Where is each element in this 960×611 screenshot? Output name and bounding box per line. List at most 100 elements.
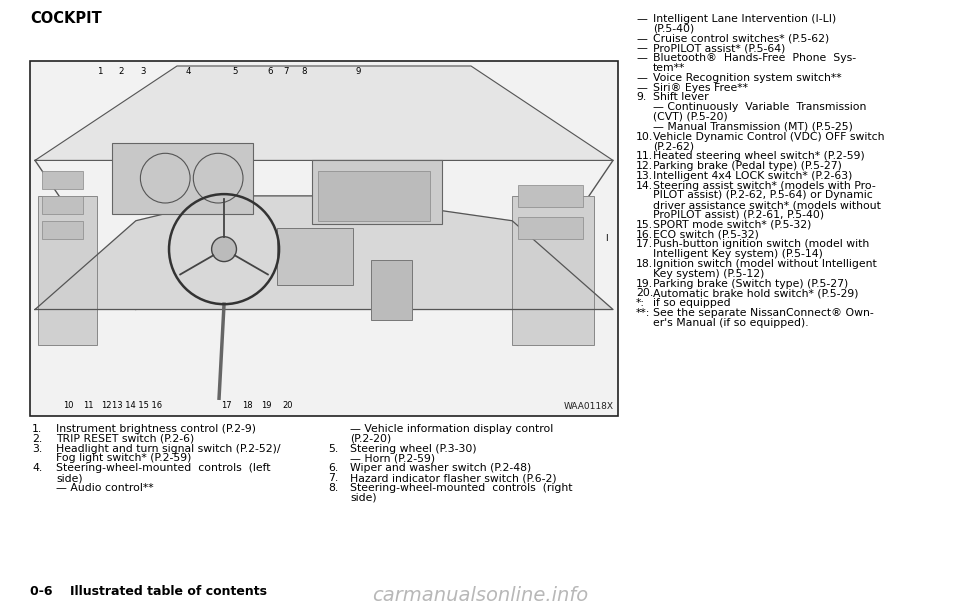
Bar <box>38 196 97 345</box>
Text: ECO switch (P.5-32): ECO switch (P.5-32) <box>653 230 758 240</box>
Text: side): side) <box>56 473 83 483</box>
Text: ProPILOT assist* (P.5-64): ProPILOT assist* (P.5-64) <box>653 43 785 53</box>
Text: TRIP RESET switch (P.2-6): TRIP RESET switch (P.2-6) <box>56 434 194 444</box>
Text: 17.: 17. <box>636 240 653 249</box>
Text: 10: 10 <box>62 400 73 409</box>
Text: 1: 1 <box>97 67 103 76</box>
Text: 2: 2 <box>118 67 124 76</box>
Text: Hazard indicator flasher switch (P.6-2): Hazard indicator flasher switch (P.6-2) <box>350 473 557 483</box>
Text: — Vehicle information display control: — Vehicle information display control <box>350 424 553 434</box>
Text: — Horn (P.2-59): — Horn (P.2-59) <box>350 453 435 463</box>
Bar <box>112 142 253 214</box>
Text: 10.: 10. <box>636 131 653 142</box>
Text: —: — <box>636 73 647 83</box>
Text: Push-button ignition switch (model with: Push-button ignition switch (model with <box>653 240 869 249</box>
Text: SPORT mode switch* (P.5-32): SPORT mode switch* (P.5-32) <box>653 220 811 230</box>
Text: 3: 3 <box>140 67 146 76</box>
Text: carmanualsonline.info: carmanualsonline.info <box>372 586 588 605</box>
Polygon shape <box>35 66 613 161</box>
Bar <box>42 221 84 238</box>
Text: 12.: 12. <box>636 161 653 171</box>
Text: er's Manual (if so equipped).: er's Manual (if so equipped). <box>653 318 808 327</box>
Text: 13.: 13. <box>636 171 653 181</box>
Text: 8.: 8. <box>328 483 338 493</box>
Text: driver assistance switch* (models without: driver assistance switch* (models withou… <box>653 200 881 210</box>
Text: Steering-wheel-mounted  controls  (right: Steering-wheel-mounted controls (right <box>350 483 572 493</box>
Text: 3.: 3. <box>32 444 42 453</box>
Text: Steering assist switch* (models with Pro-: Steering assist switch* (models with Pro… <box>653 181 876 191</box>
Text: Steering wheel (P.3-30): Steering wheel (P.3-30) <box>350 444 476 453</box>
Text: 18: 18 <box>242 400 252 409</box>
Text: Instrument brightness control (P.2-9): Instrument brightness control (P.2-9) <box>56 424 256 434</box>
Text: Parking brake (Switch type) (P.5-27): Parking brake (Switch type) (P.5-27) <box>653 279 849 288</box>
Text: — Continuously  Variable  Transmission: — Continuously Variable Transmission <box>653 102 866 112</box>
Text: Cruise control switches* (P.5-62): Cruise control switches* (P.5-62) <box>653 34 829 43</box>
Text: 16.: 16. <box>636 230 653 240</box>
Bar <box>277 228 353 285</box>
Bar <box>518 185 583 207</box>
Text: 2.: 2. <box>32 434 42 444</box>
Bar <box>42 196 84 214</box>
Text: —: — <box>636 43 647 53</box>
Text: COCKPIT: COCKPIT <box>30 11 102 26</box>
Text: 14.: 14. <box>636 181 653 191</box>
Text: Heated steering wheel switch* (P.2-59): Heated steering wheel switch* (P.2-59) <box>653 151 865 161</box>
Text: — Audio control**: — Audio control** <box>56 483 154 493</box>
Text: 19.: 19. <box>636 279 653 288</box>
Text: (P.2-20): (P.2-20) <box>350 434 392 444</box>
Text: 6: 6 <box>267 67 273 76</box>
Text: *:: *: <box>636 298 645 308</box>
Text: Parking brake (Pedal type) (P.5-27): Parking brake (Pedal type) (P.5-27) <box>653 161 842 171</box>
Text: (P.5-40): (P.5-40) <box>653 24 694 34</box>
Text: 19: 19 <box>261 400 272 409</box>
Text: —: — <box>636 82 647 93</box>
Text: 9: 9 <box>355 67 361 76</box>
Text: 20: 20 <box>283 400 293 409</box>
Text: 15.: 15. <box>636 220 653 230</box>
Text: 11.: 11. <box>636 151 653 161</box>
Text: tem**: tem** <box>653 63 685 73</box>
Text: Wiper and washer switch (P.2-48): Wiper and washer switch (P.2-48) <box>350 463 531 473</box>
Text: 11: 11 <box>83 400 93 409</box>
Text: (CVT) (P.5-20): (CVT) (P.5-20) <box>653 112 728 122</box>
Text: 1.: 1. <box>32 424 42 434</box>
Bar <box>371 260 412 320</box>
Text: Intelligent Key system) (P.5-14): Intelligent Key system) (P.5-14) <box>653 249 823 259</box>
Text: Headlight and turn signal switch (P.2-52)/: Headlight and turn signal switch (P.2-52… <box>56 444 280 453</box>
Text: See the separate NissanConnect® Own-: See the separate NissanConnect® Own- <box>653 308 874 318</box>
Text: 7.: 7. <box>328 473 338 483</box>
Text: Vehicle Dynamic Control (VDC) OFF switch: Vehicle Dynamic Control (VDC) OFF switch <box>653 131 884 142</box>
Text: 8: 8 <box>301 67 307 76</box>
Bar <box>518 217 583 238</box>
Text: 20.: 20. <box>636 288 653 298</box>
Text: 4.: 4. <box>32 463 42 473</box>
Text: 0-6    Illustrated table of contents: 0-6 Illustrated table of contents <box>30 585 267 598</box>
Polygon shape <box>35 196 613 310</box>
Text: **:: **: <box>636 308 650 318</box>
Text: 4: 4 <box>185 67 191 76</box>
Text: —: — <box>636 34 647 43</box>
Text: — Manual Transmission (MT) (P.5-25): — Manual Transmission (MT) (P.5-25) <box>653 122 852 132</box>
Text: —: — <box>636 53 647 63</box>
Text: Voice Recognition system switch**: Voice Recognition system switch** <box>653 73 842 83</box>
Text: 9.: 9. <box>636 92 646 103</box>
Text: —: — <box>636 14 647 24</box>
Text: side): side) <box>350 492 376 503</box>
Bar <box>30 61 618 416</box>
Text: I: I <box>605 234 608 243</box>
Text: WAA0118X: WAA0118X <box>564 402 614 411</box>
Bar <box>513 196 594 345</box>
Text: (P.2-62): (P.2-62) <box>653 141 694 152</box>
Text: Automatic brake hold switch* (P.5-29): Automatic brake hold switch* (P.5-29) <box>653 288 858 298</box>
Text: Key system) (P.5-12): Key system) (P.5-12) <box>653 269 764 279</box>
Text: Bluetooth®  Hands-Free  Phone  Sys-: Bluetooth® Hands-Free Phone Sys- <box>653 53 856 63</box>
Text: 12: 12 <box>101 400 111 409</box>
Text: Siri® Eyes Free**: Siri® Eyes Free** <box>653 82 748 93</box>
Circle shape <box>211 236 236 262</box>
Text: Intelligent Lane Intervention (I-LI): Intelligent Lane Intervention (I-LI) <box>653 14 836 24</box>
Bar <box>312 161 442 224</box>
Text: PILOT assist) (P.2-62, P.5-64) or Dynamic: PILOT assist) (P.2-62, P.5-64) or Dynami… <box>653 191 873 200</box>
Text: Intelligent 4x4 LOCK switch* (P.2-63): Intelligent 4x4 LOCK switch* (P.2-63) <box>653 171 852 181</box>
Text: ProPILOT assist) (P.2-61, P.5-40): ProPILOT assist) (P.2-61, P.5-40) <box>653 210 824 220</box>
Bar <box>42 171 84 189</box>
